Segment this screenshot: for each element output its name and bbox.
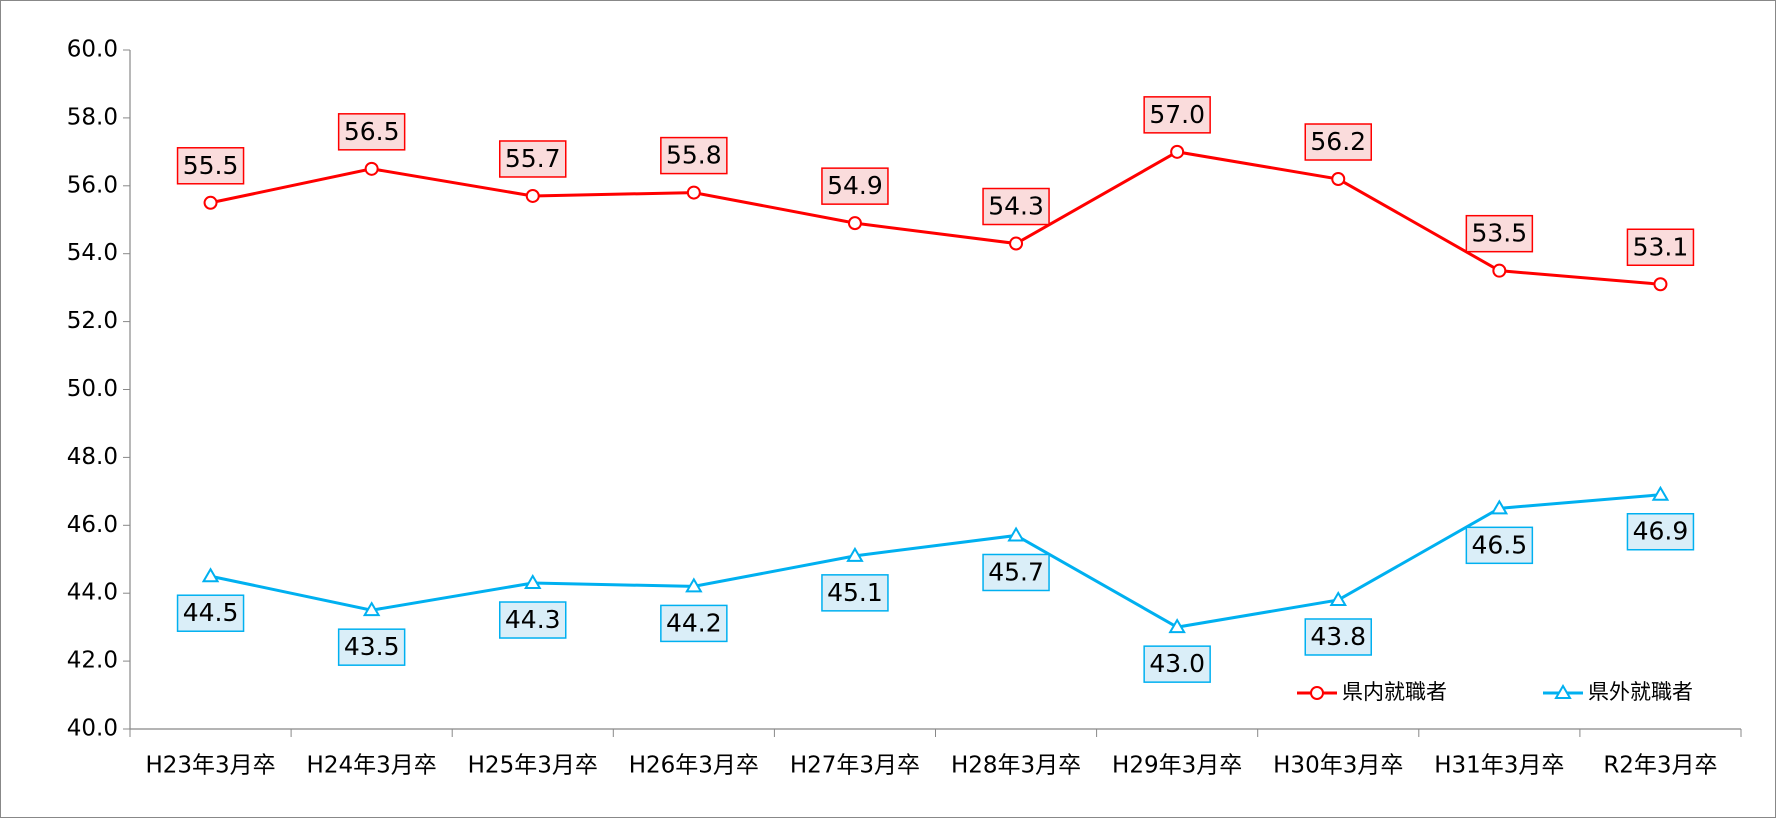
value-label-box [1304, 123, 1372, 161]
value-label-box [982, 553, 1050, 592]
point [847, 216, 862, 231]
value-label: 54.9 [827, 171, 883, 200]
value-label-box [1626, 228, 1695, 267]
value-label: 54.3 [988, 192, 1044, 221]
value-label: 44.5 [183, 598, 239, 627]
value-label-box [176, 147, 245, 185]
value-label-box [176, 594, 245, 632]
x-tick-label: H26年3月卒 [629, 753, 759, 779]
point [525, 188, 540, 203]
value-label: 43.8 [1310, 622, 1366, 651]
value-label-box [982, 187, 1050, 226]
x-tick-label: H30年3月卒 [1273, 753, 1403, 779]
value-label: 43.5 [344, 632, 400, 661]
y-tick-label: 42.0 [67, 648, 118, 674]
value-label-box [499, 140, 567, 178]
legend-label: 県外就職者 [1588, 680, 1693, 704]
value-label-box [660, 604, 728, 643]
y-tick-label: 46.0 [67, 512, 118, 538]
y-tick-label: 58.0 [67, 104, 118, 130]
value-label: 43.0 [1149, 649, 1205, 678]
value-label-box [1626, 512, 1695, 551]
x-tick-label: H29年3月卒 [1112, 753, 1242, 779]
value-label: 56.2 [1310, 127, 1366, 156]
point [846, 546, 864, 562]
point [201, 567, 220, 583]
y-tick-label: 50.0 [67, 376, 118, 402]
x-tick-label: H28年3月卒 [951, 753, 1081, 779]
y-tick-label: 44.0 [67, 580, 118, 606]
y-tick-label: 52.0 [67, 308, 118, 334]
value-label: 45.7 [988, 557, 1044, 586]
value-label: 46.5 [1472, 530, 1528, 559]
series-line [210, 493, 1661, 629]
value-label-box [337, 113, 406, 151]
value-label: 44.3 [505, 605, 561, 634]
legend-marker [1310, 686, 1324, 700]
point [686, 185, 701, 200]
x-tick-label: H27年3月卒 [790, 753, 920, 779]
y-tick-label: 54.0 [67, 240, 118, 266]
point [1329, 591, 1347, 606]
value-label-box [337, 628, 406, 666]
value-label: 45.1 [827, 578, 883, 607]
x-tick-label: H23年3月卒 [145, 753, 275, 779]
value-label-box [660, 136, 728, 175]
point [1490, 499, 1509, 515]
point [1007, 526, 1025, 542]
point [1009, 236, 1024, 251]
y-tick-label: 56.0 [67, 172, 118, 198]
x-tick-label: H31年3月卒 [1434, 753, 1564, 779]
value-label: 55.5 [183, 151, 239, 180]
value-label-box [821, 574, 889, 612]
y-tick-label: 60.0 [67, 37, 118, 63]
value-label-box [499, 601, 567, 639]
point [524, 574, 542, 590]
value-label: 56.5 [344, 117, 400, 146]
value-label: 57.0 [1149, 100, 1205, 129]
y-tick-label: 48.0 [67, 444, 118, 470]
point [1168, 618, 1186, 634]
point [362, 601, 381, 617]
value-label-box [1465, 526, 1534, 565]
value-label-box [1304, 618, 1372, 656]
value-label: 46.9 [1633, 517, 1689, 546]
point [1492, 263, 1507, 278]
series-line [210, 150, 1661, 286]
x-tick-label: H24年3月卒 [307, 753, 437, 779]
value-label-box [1465, 214, 1534, 253]
point [1170, 144, 1185, 159]
y-tick-label: 40.0 [67, 716, 118, 742]
x-tick-label: H25年3月卒 [468, 753, 598, 779]
legend-label: 県内就職者 [1342, 680, 1447, 704]
value-label-box [1143, 96, 1211, 134]
value-label: 55.8 [666, 141, 722, 170]
value-label: 53.5 [1472, 219, 1528, 248]
point [1653, 277, 1668, 292]
legend-marker [1554, 684, 1572, 699]
point [364, 161, 379, 176]
x-tick-label: R2年3月卒 [1603, 753, 1717, 779]
value-label: 55.7 [505, 144, 561, 173]
point [1331, 172, 1346, 187]
value-label: 53.1 [1633, 232, 1689, 261]
value-label-box [1143, 645, 1211, 683]
point [685, 577, 703, 593]
point [203, 195, 218, 210]
value-label: 44.2 [666, 608, 722, 637]
point [1651, 485, 1670, 501]
value-label-box [821, 167, 889, 205]
